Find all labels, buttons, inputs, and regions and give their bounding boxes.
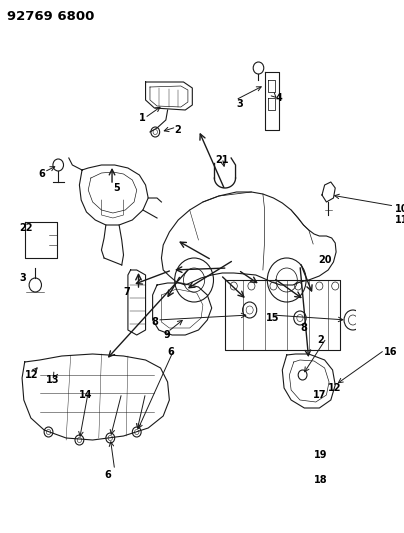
Text: 10: 10 <box>395 204 404 214</box>
Text: 8: 8 <box>152 317 159 327</box>
Text: 2: 2 <box>318 335 324 345</box>
Text: 6: 6 <box>104 470 111 480</box>
Text: 22: 22 <box>19 223 33 233</box>
Text: 12: 12 <box>25 370 38 380</box>
Text: 18: 18 <box>314 475 328 485</box>
Text: 13: 13 <box>46 375 59 385</box>
Text: 19: 19 <box>314 450 328 460</box>
Text: 4: 4 <box>275 93 282 103</box>
Text: 6: 6 <box>39 169 46 179</box>
Text: 11: 11 <box>395 215 404 225</box>
Text: 12: 12 <box>328 383 342 393</box>
Text: 20: 20 <box>318 255 332 265</box>
Text: 17: 17 <box>313 390 327 400</box>
Text: 2: 2 <box>175 125 181 135</box>
Text: 15: 15 <box>266 313 280 323</box>
Text: 3: 3 <box>19 273 26 283</box>
Text: 21: 21 <box>215 155 229 165</box>
Text: 3: 3 <box>236 99 243 109</box>
Text: 92769 6800: 92769 6800 <box>7 10 95 23</box>
Text: 1: 1 <box>139 113 145 123</box>
Text: 9: 9 <box>163 330 170 340</box>
Text: 16: 16 <box>384 347 397 357</box>
Text: 14: 14 <box>80 390 93 400</box>
Text: 5: 5 <box>113 183 120 193</box>
Text: 7: 7 <box>124 287 130 297</box>
Text: 6: 6 <box>168 347 175 357</box>
Text: 8: 8 <box>300 323 307 333</box>
